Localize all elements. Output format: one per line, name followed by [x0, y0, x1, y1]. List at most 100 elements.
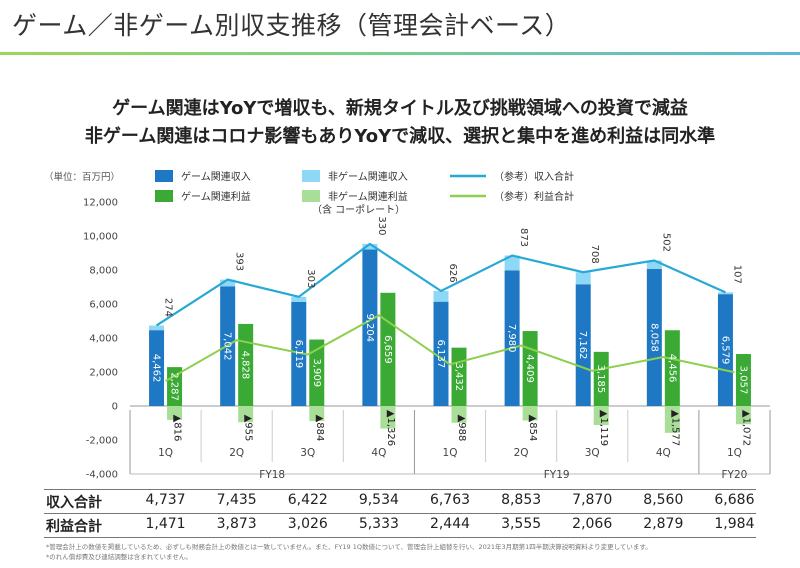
label-game-profit: 2,287: [169, 372, 180, 401]
label-game-profit: 4,409: [524, 354, 535, 383]
totals-cell: 3,555: [501, 516, 542, 532]
bar-game-profit: [593, 351, 609, 406]
y-tick-label: -4,000: [86, 470, 118, 481]
bar-game-revenue: [504, 270, 520, 406]
bar-game-revenue: [362, 249, 378, 406]
quarter-label: 2Q: [229, 447, 244, 459]
label-game-revenue: 4,462: [151, 354, 162, 383]
bar-game-revenue: [646, 269, 662, 406]
totals-cell: 5,333: [358, 516, 399, 532]
legend-swatch-1: [302, 170, 320, 182]
legend-label-0: ゲーム関連収入: [181, 170, 251, 183]
label-non-game-revenue: 303: [305, 269, 316, 288]
bar-non-game-profit: [451, 406, 467, 423]
label-game-revenue: 6,137: [435, 340, 446, 369]
headline-game: ゲーム関連はYoYで増収も、新規タイトル及び挑戦領域への投資で減益: [112, 98, 688, 119]
label-game-revenue: 7,980: [506, 324, 517, 353]
legend-swatch-4: [302, 190, 320, 202]
totals-row: 収入合計 4,737 7,435 6,422 9,534 6,763 8,853 7,870 8…: [0, 489, 800, 513]
bar-non-game-profit: [522, 406, 538, 421]
y-tick-label: 12,000: [83, 198, 118, 209]
label-game-revenue: 7,162: [577, 331, 588, 360]
bar-non-game-profit: [238, 406, 254, 423]
quarter-label: 2Q: [514, 447, 529, 459]
label-game-profit: 6,659: [382, 335, 393, 364]
label-game-revenue: 6,119: [293, 340, 304, 369]
label-non-game-profit: ▲816: [172, 415, 183, 442]
totals-row: 利益合計 1,471 3,873 3,026 5,333 2,444 3,555 2,066 2…: [0, 513, 800, 537]
bar-non-game-profit: [167, 406, 183, 420]
label-non-game-profit: ▲1,072: [740, 410, 751, 446]
bar-game-profit: [664, 330, 680, 406]
y-tick-label: 8,000: [89, 266, 118, 277]
legend-swatch-0: [155, 170, 173, 182]
y-tick-label: -2,000: [86, 436, 118, 447]
quarter-label: 3Q: [585, 447, 600, 459]
bar-game-profit: [309, 339, 325, 406]
footnote-accounting: *管理会計上の数値を掲載しているため、必ずしも財務会計上の数値とは一致していませ…: [46, 543, 652, 551]
quarter-label: 1Q: [443, 447, 458, 459]
totals-cell: 1,471: [145, 516, 186, 532]
totals-cell: 2,066: [572, 516, 613, 532]
y-tick-label: 10,000: [83, 232, 118, 243]
label-non-game-profit: ▲1,577: [669, 410, 680, 446]
legend-label-2: （参考）収入合計: [494, 170, 574, 183]
totals-row-separator: [44, 513, 756, 514]
y-tick-label: 2,000: [89, 368, 118, 379]
label-non-game-revenue: 502: [660, 233, 671, 252]
totals-row-separator: [44, 537, 756, 538]
fiscal-year-label: FY20: [722, 469, 748, 481]
legend-swatch-3: [155, 190, 173, 202]
label-non-game-profit: ▲884: [314, 415, 325, 442]
bar-non-game-profit: [309, 406, 325, 422]
label-non-game-revenue: 708: [589, 245, 600, 264]
bar-non-game-revenue: [575, 272, 591, 285]
legend-label-1: 非ゲーム関連収入: [328, 170, 408, 183]
quarter-label: 3Q: [300, 447, 315, 459]
label-game-revenue: 7,042: [222, 332, 233, 361]
bar-non-game-revenue: [646, 260, 662, 270]
bar-game-revenue: [433, 301, 449, 406]
headline-non-game: 非ゲーム関連はコロナ影響もありYoYで減収、選択と集中を進め利益は同水準: [84, 126, 716, 147]
legend-label-3: ゲーム関連利益: [181, 190, 251, 203]
label-game-profit: 4,456: [666, 354, 677, 383]
label-game-revenue: 9,204: [364, 313, 375, 342]
bar-non-game-profit: [735, 406, 751, 425]
totals-cell: 3,873: [216, 516, 257, 532]
label-non-game-revenue: 107: [731, 265, 742, 284]
y-tick-label: 6,000: [89, 300, 118, 311]
bar-game-profit: [380, 292, 396, 406]
line-total-revenue: [155, 242, 726, 327]
totals-cell: 7,435: [216, 492, 257, 508]
page-title: ゲーム／非ゲーム別収支推移（管理会計ベース）: [12, 11, 571, 40]
legend-label-note: （含 コーポレート）: [312, 203, 405, 216]
label-non-game-revenue: 330: [376, 216, 387, 235]
totals-cell: 9,534: [358, 492, 399, 508]
quarter-label: 1Q: [727, 447, 742, 459]
bar-non-game-revenue: [149, 325, 165, 331]
fiscal-year-label: FY18: [259, 469, 285, 481]
label-game-profit: 4,828: [240, 351, 251, 380]
label-non-game-revenue: 626: [447, 263, 458, 282]
y-tick-label: 4,000: [89, 334, 118, 345]
quarter-label: 4Q: [371, 447, 386, 459]
label-game-revenue: 8,058: [648, 323, 659, 352]
label-non-game-profit: ▲988: [456, 415, 467, 442]
label-game-revenue: 6,579: [719, 336, 730, 365]
totals-cell: 1,984: [714, 516, 755, 532]
quarter-label: 4Q: [656, 447, 671, 459]
label-non-game-revenue: 393: [234, 252, 245, 271]
legend-label-5: （参考）利益合計: [494, 190, 574, 203]
totals-cell: 8,560: [643, 492, 684, 508]
bar-non-game-revenue: [362, 243, 378, 250]
quarter-label: 1Q: [158, 447, 173, 459]
totals-cell: 8,853: [501, 492, 542, 508]
line-total-profit: [165, 314, 735, 382]
totals-row-separator: [44, 489, 756, 490]
totals-cell: 6,422: [287, 492, 328, 508]
totals-cell: 7,870: [572, 492, 613, 508]
title-underline: [0, 52, 800, 55]
bar-non-game-revenue: [291, 296, 307, 302]
footnote-goodwill: *のれん償却費及び連結調整は含まれていません。: [46, 553, 192, 561]
